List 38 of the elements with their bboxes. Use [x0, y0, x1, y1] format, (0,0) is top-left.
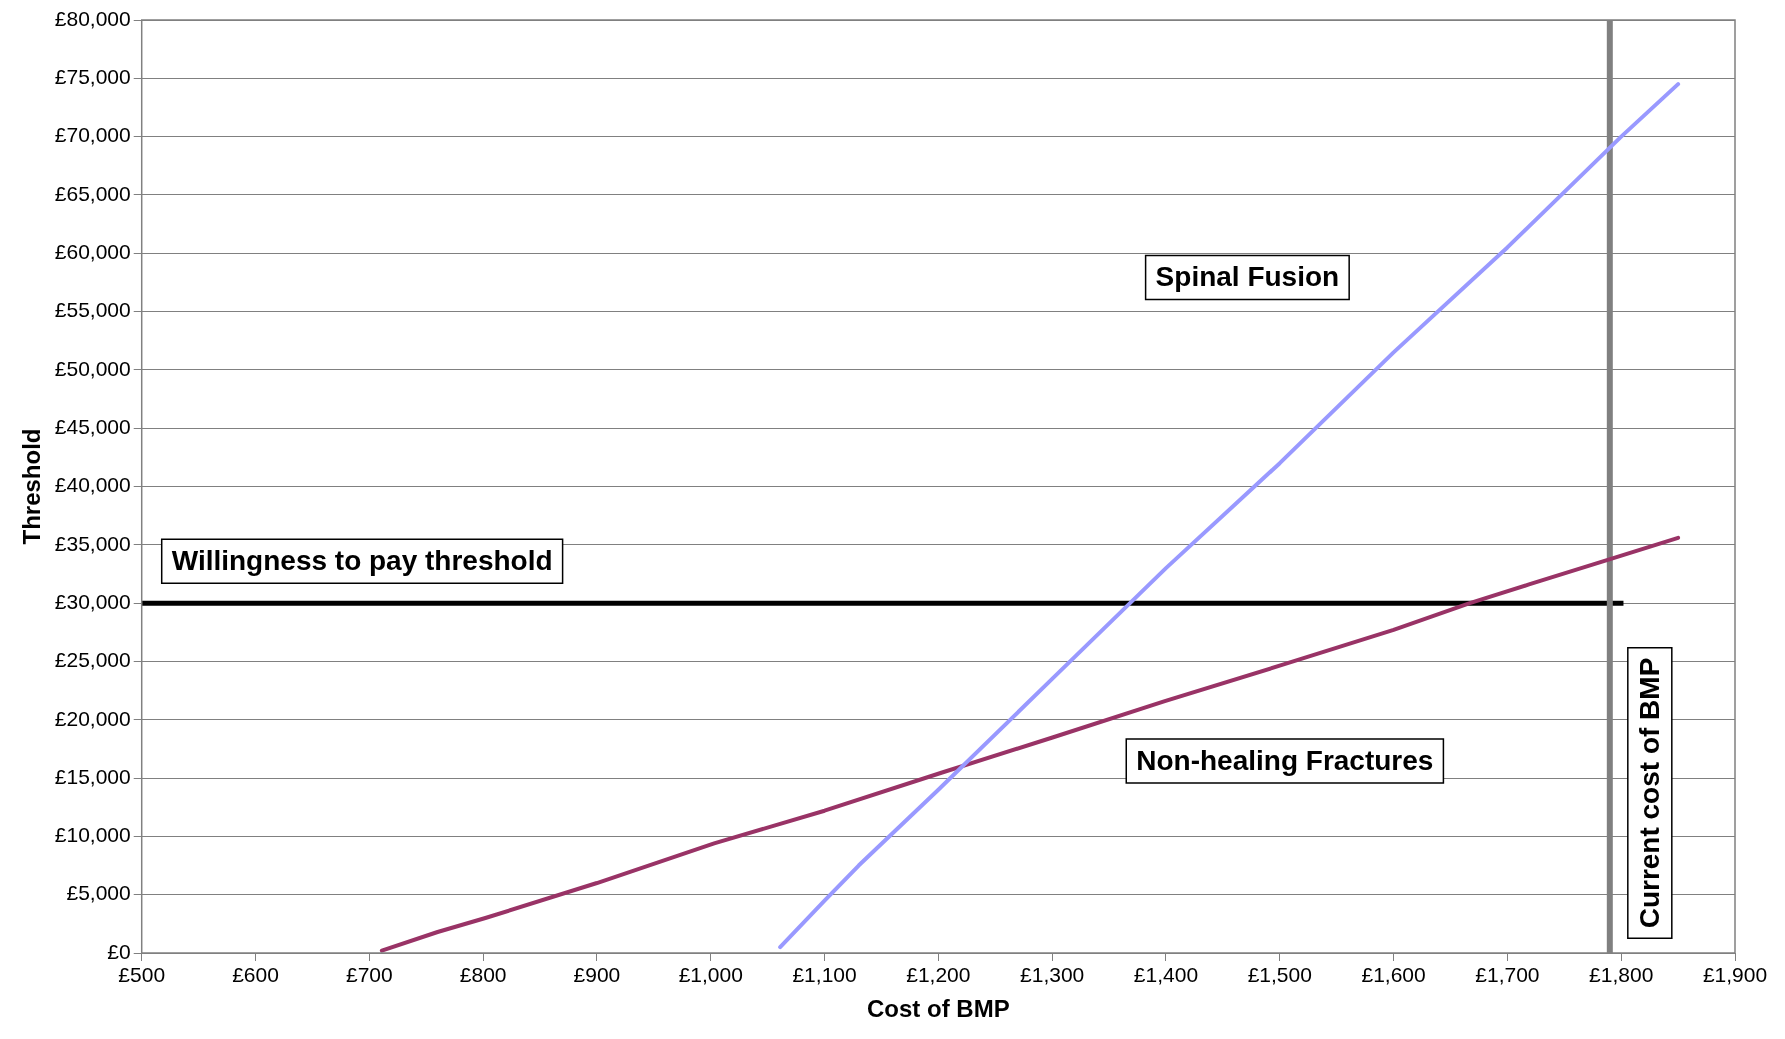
y-tick-label: £50,000: [54, 356, 131, 380]
series-label: Non-healing Fractures: [1136, 744, 1434, 776]
y-axis-title: Threshold: [18, 428, 46, 545]
x-tick-label: £800: [459, 963, 507, 987]
y-tick-label: £65,000: [54, 181, 131, 205]
x-tick-label: £1,100: [792, 963, 857, 987]
y-tick-label: £40,000: [54, 473, 131, 497]
y-tick-label: £5,000: [66, 881, 131, 905]
x-tick-label: £1,400: [1133, 963, 1199, 987]
x-tick-label: £1,200: [906, 963, 971, 987]
y-tick-label: £45,000: [54, 414, 131, 438]
y-tick-label: £30,000: [54, 589, 131, 613]
y-tick-label: £60,000: [54, 240, 131, 264]
x-tick-label: £500: [118, 963, 166, 987]
y-tick-label: £35,000: [54, 531, 131, 555]
y-tick-label: £10,000: [54, 823, 131, 847]
y-tick-label: £75,000: [54, 65, 131, 89]
y-tick-label: £0: [107, 939, 131, 963]
x-tick-label: £1,300: [1020, 963, 1085, 987]
x-tick-label: £1,600: [1361, 963, 1426, 987]
x-tick-label: £1,700: [1475, 963, 1540, 987]
ref-line-label: Current cost of BMP: [1633, 657, 1665, 929]
x-tick-label: £700: [345, 963, 393, 987]
y-tick-label: £55,000: [54, 298, 131, 322]
x-tick-label: £1,000: [678, 963, 743, 987]
x-tick-label: £900: [573, 963, 621, 987]
text: Spinal Fusion: [1155, 261, 1340, 293]
x-tick-label: £1,900: [1702, 963, 1768, 987]
x-tick-label: £1,500: [1247, 963, 1312, 987]
ref-line-label: Willingness to pay threshold: [171, 544, 553, 576]
y-tick-label: £20,000: [54, 706, 131, 730]
x-tick-label: £1,800: [1589, 963, 1654, 987]
x-axis-title: Cost of BMP: [867, 995, 1010, 1023]
y-tick-label: £15,000: [54, 764, 131, 788]
y-tick-label: £80,000: [54, 6, 131, 30]
y-tick-label: £25,000: [54, 648, 131, 672]
y-tick-label: £70,000: [54, 123, 131, 147]
x-tick-label: £600: [232, 963, 279, 987]
